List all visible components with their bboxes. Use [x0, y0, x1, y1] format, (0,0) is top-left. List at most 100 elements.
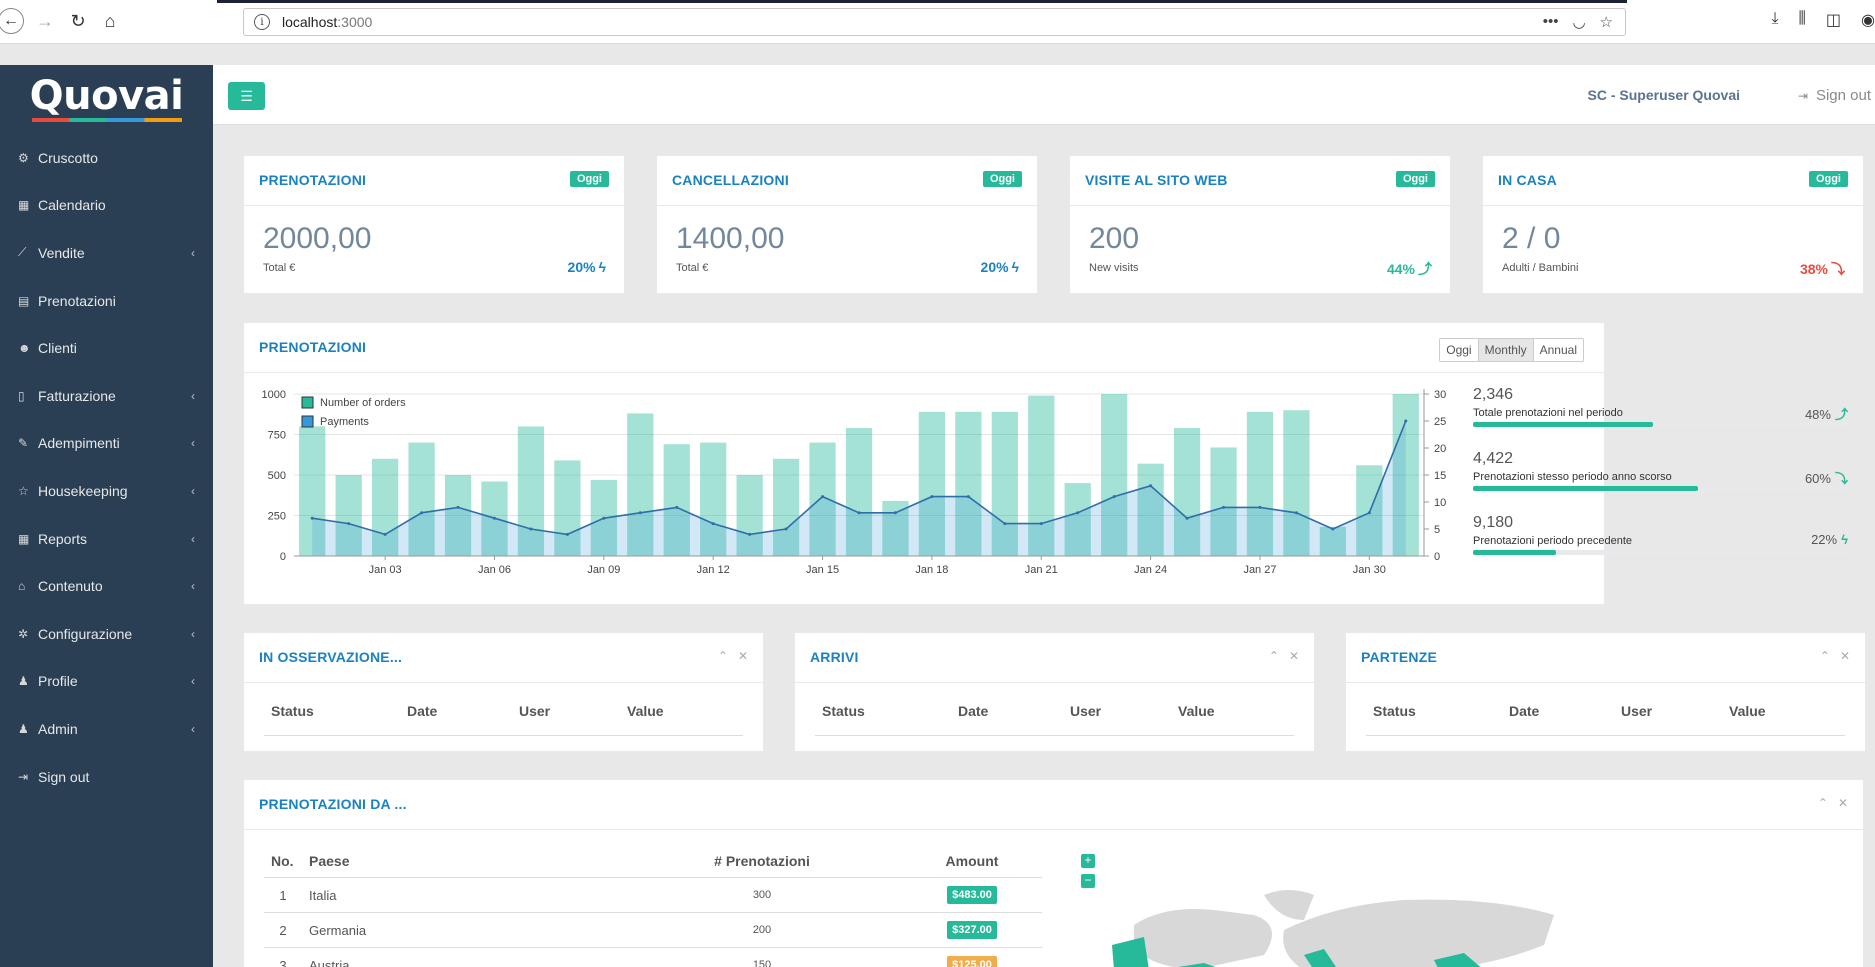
- column-header[interactable]: No.: [264, 845, 302, 878]
- sidebar-item-fatturazione[interactable]: ▯ Fatturazione ‹: [0, 372, 213, 420]
- map-zoom-out-button[interactable]: −: [1081, 874, 1095, 888]
- period-segmented-control: Oggi Monthly Annual: [1439, 338, 1584, 362]
- sidebar-item-prenotazioni[interactable]: ▤ Prenotazioni: [0, 277, 213, 325]
- sidebar-item-vendite[interactable]: ⟋ Vendite ‹: [0, 229, 213, 277]
- trend-arrow-icon: ϟ: [598, 259, 606, 275]
- logo[interactable]: Quovai: [0, 65, 213, 132]
- sidebar-item-label: Reports: [38, 530, 88, 547]
- sidebar-toggle-icon[interactable]: ◫: [1825, 12, 1842, 29]
- progress-stat: 9,180 Prenotazioni periodo precedente 22% ϟ: [1473, 514, 1848, 555]
- reload-icon[interactable]: ↻: [70, 10, 86, 31]
- progress-stat-percent: 48% ⤴: [1805, 404, 1848, 423]
- legend-label: Payments: [320, 416, 369, 428]
- sidebar-item-cruscotto[interactable]: ⚙ Cruscotto: [0, 134, 213, 182]
- point-payments: [784, 527, 788, 531]
- panel-divider: [244, 682, 763, 683]
- more-actions-icon[interactable]: •••: [1542, 13, 1559, 30]
- column-header[interactable]: Status: [822, 703, 865, 719]
- panel-divider: [1346, 682, 1865, 683]
- site-info-icon[interactable]: i: [254, 14, 270, 30]
- table-row[interactable]: 1 Italia 300 $483.00: [264, 877, 1042, 913]
- close-icon[interactable]: ✕: [1288, 649, 1299, 663]
- country-name: Germania: [302, 912, 622, 948]
- point-payments: [638, 511, 642, 515]
- close-icon[interactable]: ✕: [1839, 649, 1850, 663]
- point-payments: [492, 516, 496, 520]
- x-tick-label: Jan 27: [1243, 564, 1276, 576]
- column-header[interactable]: Date: [407, 703, 438, 719]
- period-button-oggi[interactable]: Oggi: [1440, 339, 1479, 361]
- sidebar-menu: ⚙ Cruscotto ▦ Calendario ⟋ Vendite ‹ ▤ Prenotazi…: [0, 134, 213, 800]
- progress-bar-fill: [1473, 486, 1698, 491]
- period-button-annual[interactable]: Annual: [1533, 339, 1583, 361]
- home-icon[interactable]: ⌂: [104, 10, 116, 31]
- row-number: 1: [264, 877, 302, 913]
- column-header[interactable]: Date: [1509, 703, 1540, 719]
- bar-number-of-orders: [299, 426, 326, 556]
- table-row[interactable]: 2 Germania 200 $327.00: [264, 912, 1042, 948]
- close-icon[interactable]: ✕: [1837, 796, 1848, 810]
- bar-number-of-orders: [845, 428, 873, 556]
- column-header[interactable]: User: [1621, 703, 1653, 719]
- panel-divider: [244, 372, 1604, 373]
- column-header[interactable]: # Prenotazioni: [622, 845, 902, 878]
- forward-icon[interactable]: →: [36, 10, 54, 31]
- sidebar-item-sign-out[interactable]: ⇥ Sign out: [0, 753, 213, 801]
- sidebar-item-profile[interactable]: ♟ Profile ‹: [0, 658, 213, 706]
- y-left-tick-label: 1000: [262, 389, 286, 401]
- column-header[interactable]: Value: [627, 703, 664, 719]
- sign-out-link[interactable]: ⇥ Sign out: [1798, 87, 1871, 104]
- column-header[interactable]: User: [1070, 703, 1102, 719]
- legend-label: Number of orders: [320, 397, 406, 409]
- sidebar-item-adempimenti[interactable]: ✎ Adempimenti ‹: [0, 420, 213, 468]
- bar-number-of-orders: [1064, 483, 1091, 556]
- trend-arrow-icon: ϟ: [1011, 259, 1019, 275]
- sidebar-item-configurazione[interactable]: ✲ Configurazione ‹: [0, 610, 213, 658]
- collapse-icon[interactable]: ⌃: [1819, 649, 1830, 663]
- collapse-icon[interactable]: ⌃: [1817, 796, 1828, 810]
- column-header[interactable]: Amount: [902, 845, 1042, 878]
- sidebar-item-admin[interactable]: ♟ Admin ‹: [0, 705, 213, 753]
- sidebar-item-housekeeping[interactable]: ☆ Housekeeping ‹: [0, 467, 213, 515]
- point-payments: [565, 532, 569, 536]
- sidebar-item-contenuto[interactable]: ⌂ Contenuto ‹: [0, 562, 213, 610]
- bookmark-star-icon[interactable]: ☆: [1599, 14, 1613, 31]
- trend-arrow-icon: ⤴: [1418, 261, 1432, 277]
- column-header[interactable]: Value: [1178, 703, 1215, 719]
- point-payments: [1331, 527, 1335, 531]
- column-header[interactable]: Status: [271, 703, 314, 719]
- point-payments: [893, 511, 897, 515]
- sidebar-item-label: Configurazione: [38, 625, 133, 642]
- collapse-icon[interactable]: ⌃: [717, 649, 728, 663]
- library-icon[interactable]: ⫼: [1798, 10, 1806, 27]
- close-icon[interactable]: ✕: [737, 649, 748, 663]
- collapse-icon[interactable]: ⌃: [1268, 649, 1279, 663]
- menu-toggle-button[interactable]: ☰: [228, 82, 265, 110]
- sidebar-item-calendario[interactable]: ▦ Calendario: [0, 182, 213, 230]
- period-button-monthly[interactable]: Monthly: [1478, 339, 1534, 361]
- download-icon[interactable]: ⤓: [1771, 10, 1779, 27]
- progress-stat-percent-value: 60%: [1804, 471, 1831, 486]
- table-row[interactable]: 3 Austria 150 $125.00: [264, 947, 1042, 967]
- stat-tile: PRENOTAZIONI Oggi 2000,00 Total € 20% ϟ: [243, 155, 625, 294]
- progress-stat: 4,422 Prenotazioni stesso periodo anno sc…: [1473, 450, 1848, 491]
- user-name[interactable]: SC - Superuser Quovai: [1587, 87, 1740, 103]
- account-icon[interactable]: ◉: [1861, 12, 1875, 29]
- url-bar[interactable]: i localhost:3000 ••• ◡ ☆: [243, 8, 1626, 36]
- map-zoom-in-button[interactable]: +: [1081, 854, 1095, 868]
- column-header[interactable]: Status: [1373, 703, 1416, 719]
- column-header[interactable]: User: [519, 703, 551, 719]
- bar-number-of-orders: [991, 411, 1018, 556]
- bar-number-of-orders: [955, 411, 982, 556]
- trend-arrow-icon: ⤵: [1834, 471, 1848, 486]
- column-header[interactable]: Value: [1729, 703, 1766, 719]
- column-header[interactable]: Paese: [302, 845, 622, 878]
- column-header[interactable]: Date: [958, 703, 989, 719]
- stat-subtitle: Total €: [263, 262, 296, 274]
- back-icon[interactable]: ←: [0, 8, 24, 34]
- sidebar-item-reports[interactable]: ▦ Reports ‹: [0, 515, 213, 563]
- sidebar-item-clienti[interactable]: ☻ Clienti: [0, 324, 213, 372]
- world-map[interactable]: [1074, 875, 1624, 967]
- pocket-icon[interactable]: ◡: [1572, 14, 1586, 31]
- stat-title: CANCELLAZIONI: [672, 172, 789, 188]
